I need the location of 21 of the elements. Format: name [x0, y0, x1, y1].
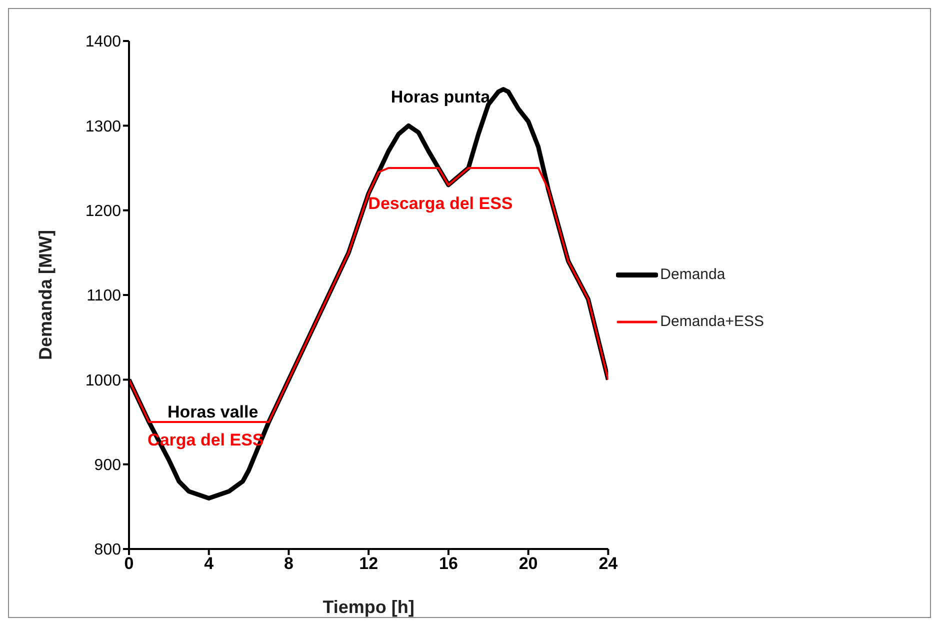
annotation: Descarga del ESS: [368, 194, 513, 214]
x-tick-label: 4: [204, 554, 214, 574]
x-tick-label: 16: [438, 554, 458, 574]
x-tick-label: 0: [124, 554, 134, 574]
y-tick-label: 800: [94, 542, 122, 559]
y-tick-label: 1000: [85, 372, 122, 390]
y-tick-label: 1400: [85, 34, 122, 51]
x-tick-label: 24: [598, 554, 618, 574]
annotation: Horas valle: [167, 402, 258, 422]
y-axis-title: Demanda [MW]: [35, 230, 56, 360]
x-tick-label: 8: [284, 554, 294, 574]
x-tick-label: 20: [518, 554, 538, 574]
y-tick-label: 900: [94, 457, 122, 474]
legend-label: Demanda: [660, 266, 726, 283]
x-axis-title: Tiempo [h]: [322, 597, 414, 617]
y-tick-label: 1200: [85, 203, 122, 220]
y-tick-label: 1100: [86, 288, 122, 305]
x-tick-label: 12: [359, 554, 378, 574]
legend-label: Demanda+ESS: [660, 313, 764, 330]
annotation: Horas punta: [390, 87, 491, 106]
y-tick-label: 1300: [85, 118, 122, 136]
